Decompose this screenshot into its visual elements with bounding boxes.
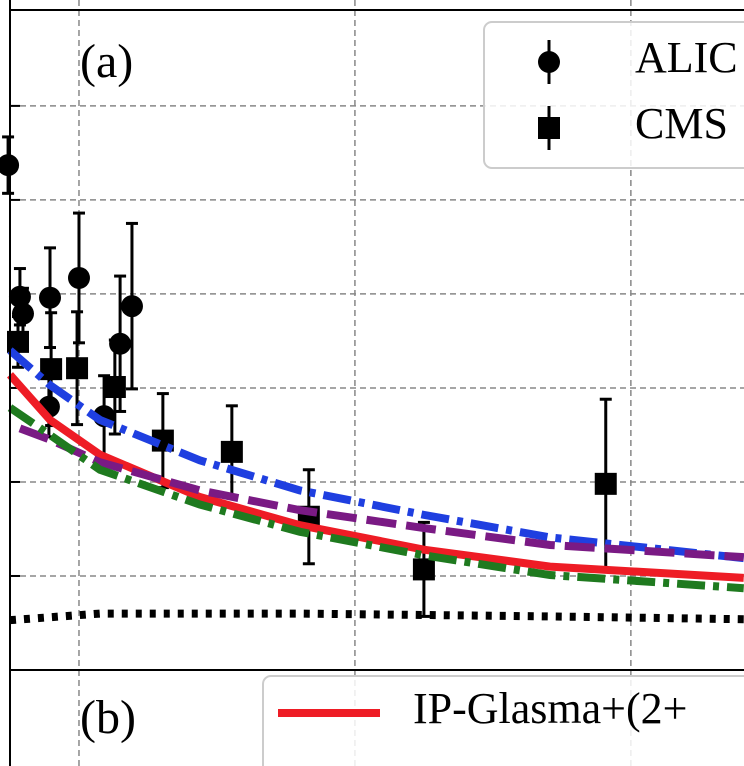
marker xyxy=(538,117,560,139)
marker xyxy=(103,376,126,399)
marker xyxy=(67,266,90,289)
marker xyxy=(594,472,617,495)
error-bar xyxy=(67,211,90,345)
legend-label: ALIC xyxy=(635,33,738,82)
panel-label: (a) xyxy=(80,35,133,88)
curve xyxy=(7,347,744,563)
marker xyxy=(11,302,34,325)
marker xyxy=(8,285,31,308)
marker xyxy=(412,558,435,581)
marker xyxy=(120,295,143,318)
curve xyxy=(7,404,744,593)
marker xyxy=(109,332,132,355)
legend-label: CMS xyxy=(635,99,728,148)
error-bar xyxy=(412,520,435,618)
error-bar xyxy=(103,338,126,436)
marker xyxy=(40,358,63,381)
legend-label: IP-Glasma+(2+ xyxy=(413,684,687,733)
marker xyxy=(39,286,62,309)
legend: ALIC CMS IP-Glasma+(2+ xyxy=(278,33,738,733)
curve xyxy=(7,372,744,582)
marker xyxy=(220,440,243,463)
error-bar xyxy=(297,468,320,566)
error-bar xyxy=(120,221,143,391)
error-bar xyxy=(220,404,243,500)
marker xyxy=(538,51,560,73)
marker xyxy=(7,330,30,353)
marker xyxy=(66,357,89,380)
legend-box xyxy=(262,675,744,766)
error-bar xyxy=(0,135,20,195)
curve xyxy=(9,609,744,625)
plot-marks xyxy=(0,135,744,625)
error-bar xyxy=(40,311,63,428)
panel-label: (b) xyxy=(80,691,136,744)
